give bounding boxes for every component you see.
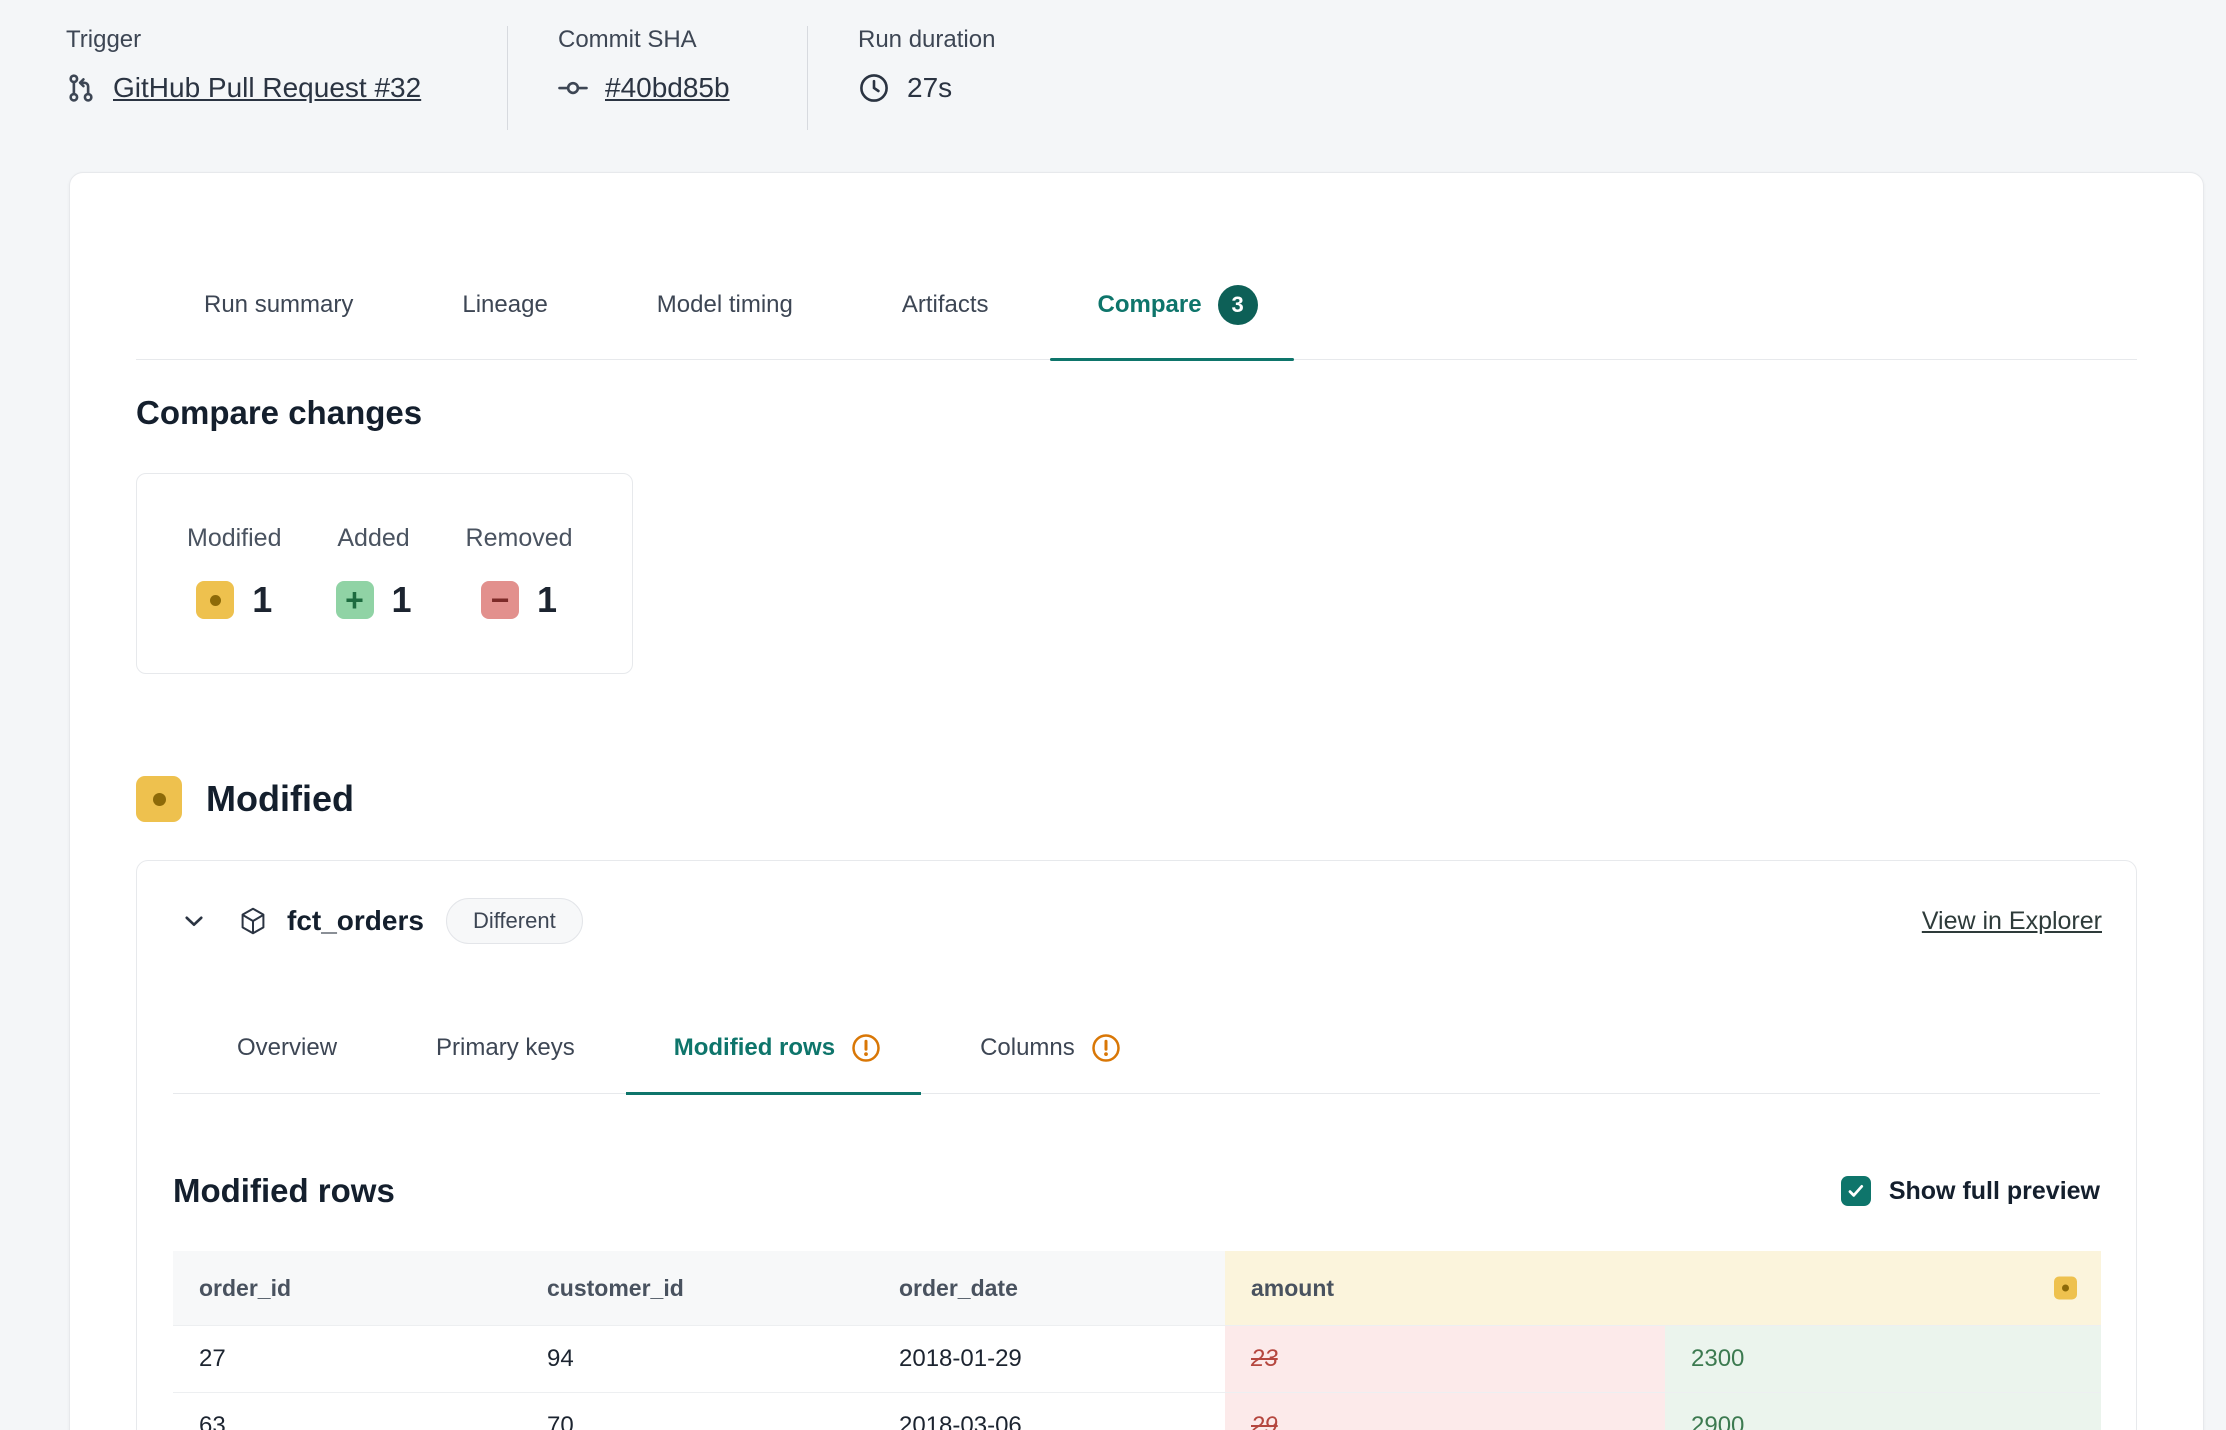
duration-label: Run duration	[858, 26, 996, 53]
tab-lineage[interactable]: Lineage	[460, 285, 549, 359]
table-cell: 63	[173, 1392, 521, 1430]
table-cell: 2018-03-06	[873, 1392, 1225, 1430]
stat-count: 1	[537, 579, 558, 620]
tab-label: Compare	[1097, 291, 1202, 318]
commit-meta: Commit SHA #40bd85b	[558, 26, 807, 130]
stat-count: 1	[252, 579, 273, 620]
model-card-fct-orders: fct_orders Different View in Explorer Ov…	[136, 860, 2137, 1430]
modified-column-flag-icon	[2054, 1276, 2077, 1300]
model-tab-overview[interactable]: Overview	[235, 1033, 339, 1093]
table-header-row: order_id customer_id order_date amount	[173, 1251, 2101, 1326]
tab-run-summary[interactable]: Run summary	[202, 285, 355, 359]
table-cell: 23	[1225, 1325, 1665, 1393]
table-cell: 2300	[1665, 1325, 2101, 1393]
table-row: 63 70 2018-03-06 29 2900	[173, 1392, 2101, 1430]
model-tab-columns[interactable]: Columns	[978, 1033, 1123, 1093]
table-cell: 94	[521, 1325, 873, 1393]
added-icon: +	[335, 581, 374, 619]
model-tab-modified-rows[interactable]: Modified rows	[625, 1033, 922, 1095]
column-header-amount: amount	[1225, 1251, 2101, 1326]
tab-label: Lineage	[462, 291, 548, 318]
commit-icon	[558, 81, 588, 95]
warning-icon	[1092, 1034, 1120, 1062]
modified-rows-body: 27 94 2018-01-29 23 2300 63 70 2018-03-06 29 2900	[173, 1325, 2101, 1430]
table-cell: 70	[521, 1392, 873, 1430]
tab-label: Artifacts	[901, 291, 989, 318]
table-cell: 29	[1225, 1392, 1665, 1430]
column-header-order-id: order_id	[173, 1251, 521, 1326]
removed-icon: −	[481, 581, 520, 619]
tab-model-timing[interactable]: Model timing	[655, 285, 795, 359]
stat-count: 1	[391, 579, 412, 620]
tab-label: Columns	[980, 1034, 1075, 1061]
stat-modified: Modified 1	[187, 524, 282, 621]
stat-label: Added	[337, 524, 410, 552]
modified-icon	[196, 581, 235, 619]
warning-icon	[852, 1034, 880, 1062]
table-row: 27 94 2018-01-29 23 2300	[173, 1325, 2101, 1393]
model-card-header: fct_orders Different View in Explorer	[137, 861, 2136, 944]
model-tabs: Overview Primary keys Modified rows Columns	[173, 943, 2100, 1095]
meta-divider	[507, 26, 508, 130]
compare-stats-card: Modified 1 Added +1 Removed −1	[136, 473, 633, 674]
duration-value: 27s	[907, 72, 953, 103]
check-icon	[1848, 1185, 1863, 1197]
run-meta-header: Trigger GitHub Pull Request #32 Commit S…	[0, 0, 2226, 130]
modified-rows-header: Modified rows Show full preview	[173, 1170, 2100, 1212]
duration-meta: Run duration 27s	[858, 26, 995, 130]
compare-section: Compare changes Modified 1 Added +1 Removed −…	[70, 394, 2203, 1430]
modified-rows-table: order_id customer_id order_date amount 2…	[173, 1251, 2101, 1430]
trigger-meta: Trigger GitHub Pull Request #32	[66, 26, 507, 130]
stat-label: Removed	[465, 524, 573, 552]
modified-rows-title: Modified rows	[173, 1172, 395, 1209]
chevron-down-icon	[185, 916, 203, 927]
table-cell: 2900	[1665, 1392, 2101, 1430]
column-header-customer-id: customer_id	[521, 1251, 873, 1326]
model-tab-primary-keys[interactable]: Primary keys	[434, 1033, 577, 1093]
tab-label: Primary keys	[436, 1034, 575, 1061]
column-header-order-date: order_date	[873, 1251, 1225, 1326]
table-cell: 27	[173, 1325, 521, 1393]
show-full-preview-toggle[interactable]: Show full preview	[1840, 1176, 2100, 1206]
tab-compare[interactable]: Compare 3	[1049, 285, 1294, 361]
clock-icon	[860, 74, 888, 102]
model-cube-icon	[237, 905, 269, 937]
trigger-link[interactable]: GitHub Pull Request #32	[113, 72, 422, 103]
pull-request-icon	[69, 74, 93, 102]
tab-label: Model timing	[656, 291, 793, 318]
tab-label: Modified rows	[673, 1034, 836, 1061]
stat-removed: Removed −1	[466, 524, 573, 621]
tab-label: Overview	[237, 1034, 338, 1061]
commit-label: Commit SHA	[558, 26, 697, 53]
meta-divider	[807, 26, 808, 130]
model-name: fct_orders	[287, 905, 424, 936]
modified-icon	[136, 776, 182, 822]
compare-count-badge: 3	[1217, 285, 1258, 325]
stat-added: Added +1	[335, 524, 412, 621]
view-in-explorer-link[interactable]: View in Explorer	[1921, 906, 2102, 935]
run-detail-card: Run summary Lineage Model timing Artifacts C…	[69, 172, 2204, 1430]
model-status-badge: Different	[445, 898, 583, 944]
show-full-preview-checkbox[interactable]	[1840, 1176, 1871, 1206]
modified-section-heading: Modified	[136, 776, 2137, 822]
stat-label: Modified	[187, 524, 282, 552]
tab-label: Run summary	[204, 291, 354, 318]
trigger-label: Trigger	[66, 26, 142, 53]
modified-section-title: Modified	[206, 778, 354, 819]
tab-artifacts[interactable]: Artifacts	[900, 285, 991, 359]
compare-changes-title: Compare changes	[136, 394, 423, 431]
run-tabs: Run summary Lineage Model timing Artifacts C…	[136, 173, 2137, 361]
show-full-preview-label: Show full preview	[1888, 1176, 2100, 1205]
collapse-chevron-button[interactable]	[177, 904, 211, 938]
commit-link[interactable]: #40bd85b	[605, 72, 730, 103]
table-cell: 2018-01-29	[873, 1325, 1225, 1393]
